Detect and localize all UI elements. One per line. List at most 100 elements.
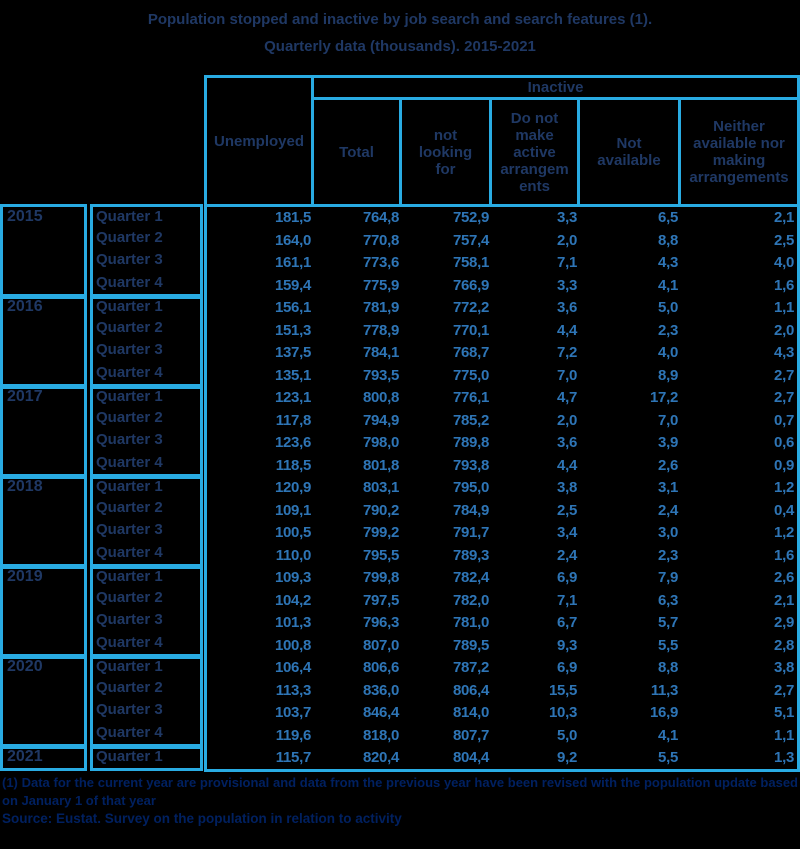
cell-unemployed: 110,0: [275, 546, 312, 564]
cell-no-active-arrangements: 4,7: [557, 389, 577, 406]
cell-neither-available-nor-arranging: 0,6: [774, 434, 794, 451]
cell-not-looking-for: 785,2: [452, 411, 489, 429]
cell-total: 770,8: [362, 231, 399, 249]
cell-total: 793,5: [362, 366, 399, 384]
cell-unemployed: 106,4: [274, 659, 311, 676]
cell-total: 799,8: [362, 569, 399, 586]
cell-not-looking-for: 814,0: [452, 704, 489, 721]
year-label: 2017: [7, 388, 43, 405]
table-row: 123,6 798,0 789,8 3,6 3,9 0,6: [207, 432, 797, 455]
table-row: 100,8 807,0 789,5 9,3 5,5 2,8: [207, 635, 797, 658]
quarter-label: Quarter 1: [96, 478, 163, 495]
quarter-cell: Quarter 1 Quarter 2 Quarter 3 Quarter 4: [90, 384, 203, 479]
table-row: 120,9 803,1 795,0 3,8 3,1 1,2: [207, 477, 797, 500]
cell-total: 836,0: [362, 681, 399, 699]
cell-unemployed: 118,5: [275, 456, 312, 474]
table-row: 137,5 784,1 768,7 7,2 4,0 4,3: [207, 342, 797, 365]
cell-neither-available-nor-arranging: 2,0: [774, 321, 794, 339]
cell-neither-available-nor-arranging: 4,3: [774, 344, 794, 361]
cell-neither-available-nor-arranging: 2,8: [774, 636, 794, 654]
cell-not-looking-for: 770,1: [452, 321, 489, 339]
cell-not-looking-for: 781,0: [452, 614, 489, 631]
table-row: 164,0 770,8 757,4 2,0 8,8 2,5: [207, 230, 797, 253]
quarter-label: Quarter 4: [96, 543, 163, 561]
cell-no-active-arrangements: 9,2: [557, 749, 577, 766]
cell-not-looking-for: 795,0: [452, 479, 489, 496]
quarter-label: Quarter 3: [96, 251, 163, 268]
cell-not-looking-for: 772,2: [452, 299, 489, 316]
cell-not-available: 2,3: [658, 546, 678, 564]
year-label: 2015: [7, 208, 43, 225]
cell-not-available: 16,9: [650, 704, 678, 721]
quarter-label: Quarter 3: [96, 341, 163, 358]
quarter-label: Quarter 1: [96, 208, 163, 225]
cell-total: 773,6: [362, 254, 399, 271]
quarter-label: Quarter 4: [96, 453, 163, 471]
cell-no-active-arrangements: 6,7: [557, 614, 577, 631]
year-cell: 2016: [0, 294, 87, 389]
cell-not-looking-for: 757,4: [452, 231, 489, 249]
cell-neither-available-nor-arranging: 2,7: [774, 389, 794, 406]
quarter-label: Quarter 2: [96, 318, 163, 336]
cell-no-active-arrangements: 10,3: [549, 704, 577, 721]
cell-not-available: 6,3: [658, 591, 678, 609]
cell-not-available: 7,0: [658, 411, 678, 429]
column-header-not-looking-for: not looking for: [402, 100, 492, 204]
cell-total: 798,0: [362, 434, 399, 451]
cell-not-looking-for: 804,4: [452, 749, 489, 766]
cell-unemployed: 135,1: [274, 366, 311, 384]
footnote: (1) Data for the current year are provis…: [2, 775, 798, 808]
cell-neither-available-nor-arranging: 3,8: [774, 659, 794, 676]
cell-not-available: 4,1: [658, 726, 678, 744]
cell-neither-available-nor-arranging: 2,9: [774, 614, 794, 631]
cell-neither-available-nor-arranging: 2,7: [774, 366, 794, 384]
cell-not-available: 2,4: [658, 501, 678, 519]
cell-no-active-arrangements: 6,9: [557, 659, 577, 676]
quarter-label: Quarter 2: [96, 408, 163, 426]
cell-not-looking-for: 775,0: [452, 366, 489, 384]
table-row: 117,8 794,9 785,2 2,0 7,0 0,7: [207, 410, 797, 433]
cell-neither-available-nor-arranging: 2,1: [774, 209, 794, 226]
page-title: Population stopped and inactive by job s…: [0, 6, 800, 60]
quarter-cell: Quarter 1: [90, 744, 203, 771]
cell-unemployed: 103,7: [274, 704, 311, 721]
cell-neither-available-nor-arranging: 2,5: [774, 231, 794, 249]
table-row: 109,1 790,2 784,9 2,5 2,4 0,4: [207, 500, 797, 523]
cell-neither-available-nor-arranging: 5,1: [774, 704, 794, 721]
cell-not-looking-for: 793,8: [452, 456, 489, 474]
cell-total: 795,5: [362, 546, 399, 564]
quarter-label: Quarter 2: [96, 228, 163, 246]
cell-total: 800,8: [362, 389, 399, 406]
table-row: 135,1 793,5 775,0 7,0 8,9 2,7: [207, 365, 797, 388]
cell-not-available: 5,7: [658, 614, 678, 631]
quarter-label: Quarter 1: [96, 748, 163, 765]
year-label: 2020: [7, 658, 43, 675]
cell-total: 820,4: [362, 749, 399, 766]
cell-unemployed: 159,4: [274, 276, 311, 294]
column-header-no-active-arrangements: Do not make active arrangements: [492, 100, 580, 204]
quarter-label: Quarter 3: [96, 701, 163, 718]
cell-unemployed: 120,9: [274, 479, 311, 496]
column-header-neither-available-nor-arranging: Neither available nor making arrangement…: [689, 118, 789, 186]
cell-not-available: 5,0: [658, 299, 678, 316]
cell-total: 794,9: [362, 411, 399, 429]
table-row: 161,1 773,6 758,1 7,1 4,3 4,0: [207, 252, 797, 275]
cell-not-available: 8,8: [658, 231, 678, 249]
cell-total: 778,9: [362, 321, 399, 339]
cell-unemployed: 113,3: [275, 681, 312, 699]
cell-total: 846,4: [362, 704, 399, 721]
cell-not-available: 3,1: [658, 479, 678, 496]
cell-not-available: 8,8: [658, 659, 678, 676]
cell-total: 797,5: [362, 591, 399, 609]
cell-no-active-arrangements: 7,2: [557, 344, 577, 361]
cell-unemployed: 161,1: [274, 254, 311, 271]
quarter-cell: Quarter 1 Quarter 2 Quarter 3 Quarter 4: [90, 204, 203, 299]
table-row: 100,5 799,2 791,7 3,4 3,0 1,2: [207, 522, 797, 545]
cell-neither-available-nor-arranging: 1,3: [774, 749, 794, 766]
cell-no-active-arrangements: 5,0: [557, 726, 577, 744]
cell-no-active-arrangements: 15,5: [549, 681, 577, 699]
cell-neither-available-nor-arranging: 1,2: [774, 479, 794, 496]
cell-no-active-arrangements: 3,6: [557, 434, 577, 451]
cell-not-available: 3,9: [658, 434, 678, 451]
cell-neither-available-nor-arranging: 0,7: [774, 411, 794, 429]
